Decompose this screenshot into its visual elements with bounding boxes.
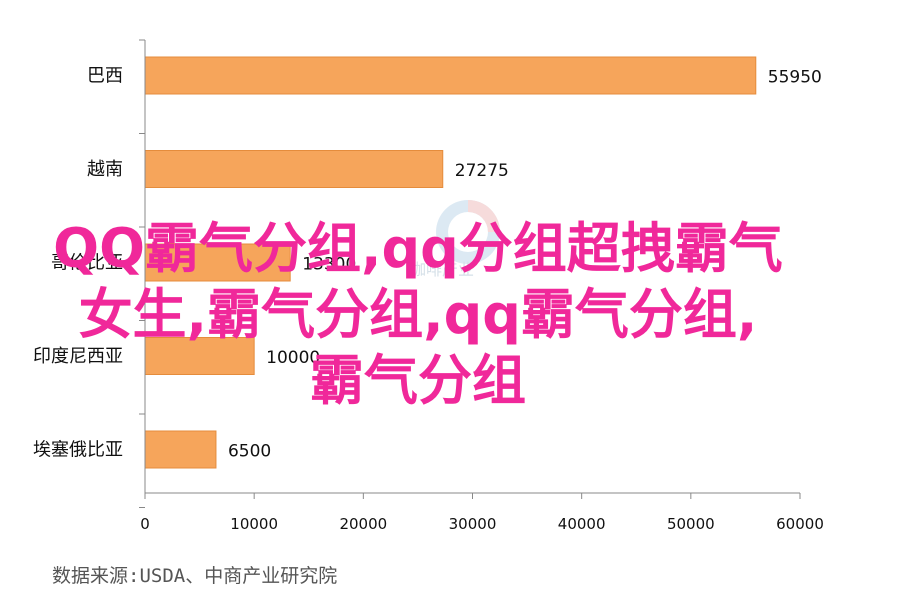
- watermark-logo: 咖啡产业: [410, 200, 500, 279]
- overlay-line-3: 霸气分组: [310, 349, 526, 412]
- category-label-1: 越南: [87, 159, 123, 180]
- value-label-2: 13300: [302, 255, 356, 275]
- category-label-4: 埃塞俄比亚: [33, 440, 123, 461]
- x-tick-label-1: 10000: [230, 515, 278, 533]
- bar-1: [144, 150, 444, 188]
- x-tick-label-0: 0: [140, 515, 150, 533]
- overlay-line-2: 女生,霸气分组,qq霸气分组,: [78, 283, 758, 346]
- watermark-text: 咖啡产业: [410, 260, 474, 279]
- x-tick-label-2: 20000: [339, 515, 387, 533]
- value-label-3: 10000: [266, 348, 320, 368]
- value-label-1: 27275: [455, 161, 509, 181]
- source-note: 数据来源:USDA、中商产业研究院: [52, 565, 338, 587]
- bar-0: [144, 56, 757, 95]
- category-label-0: 巴西: [87, 66, 123, 87]
- value-label-0: 55950: [768, 68, 822, 88]
- bar-3: [144, 337, 255, 375]
- x-tick-label-3: 30000: [449, 515, 497, 533]
- category-label-3: 印度尼西亚: [33, 346, 123, 367]
- value-label-4: 6500: [228, 442, 271, 462]
- x-tick-label-5: 50000: [667, 515, 715, 533]
- bar-4: [144, 430, 217, 469]
- x-tick-label-6: 60000: [776, 515, 824, 533]
- overlay-title: QQ霸气分组,qq分组超拽霸气 女生,霸气分组,qq霸气分组, 霸气分组: [18, 216, 818, 414]
- x-tick-label-4: 40000: [558, 515, 606, 533]
- overlay-line-1: QQ霸气分组,qq分组超拽霸气: [53, 217, 783, 280]
- category-label-2: 哥伦比亚: [51, 253, 123, 274]
